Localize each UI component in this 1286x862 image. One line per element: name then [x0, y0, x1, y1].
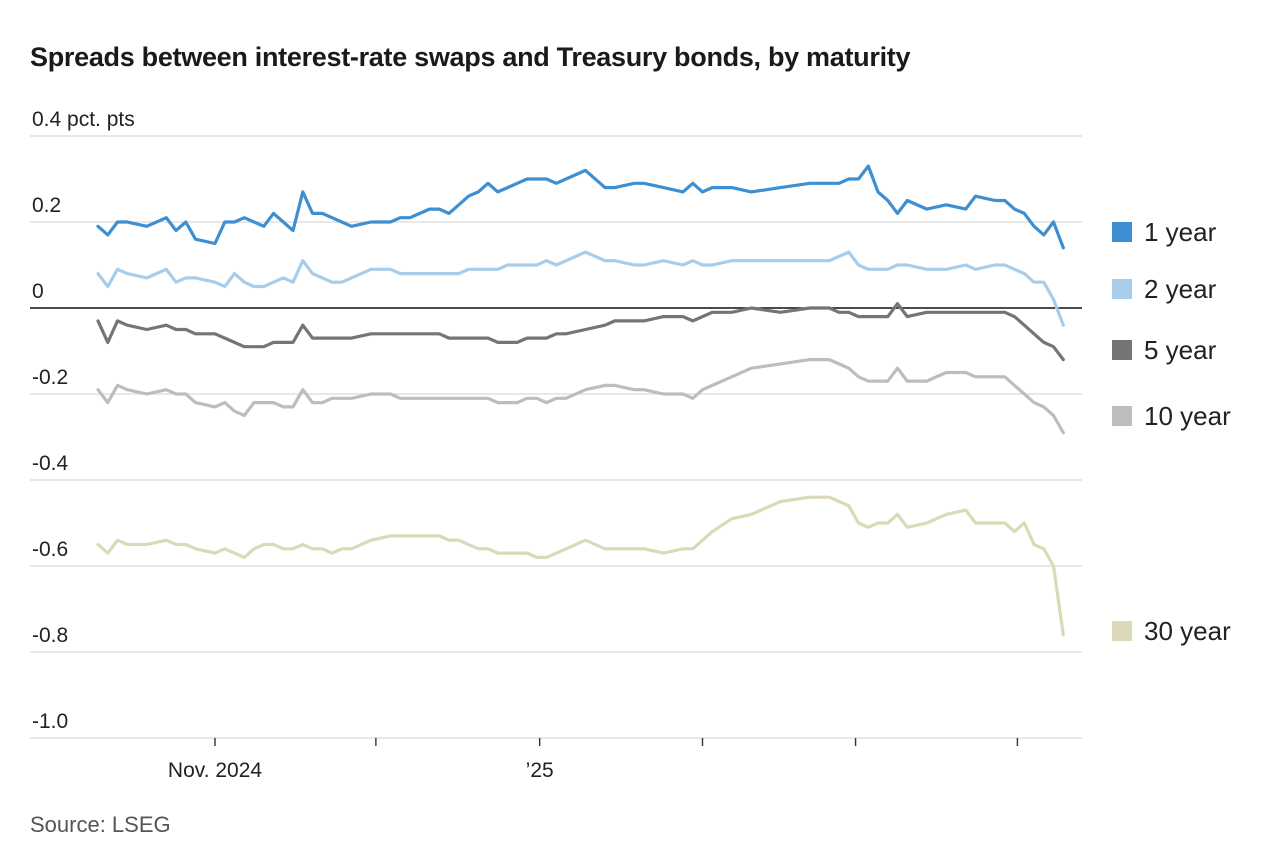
y-tick-label: -0.6	[32, 538, 68, 561]
legend-label: 10 year	[1144, 401, 1231, 431]
x-axis: Nov. 2024 ’25	[168, 738, 1019, 782]
legend-item-2-year: 2 year	[1112, 274, 1217, 304]
legend-label: 1 year	[1144, 217, 1217, 247]
legend-item-30-year: 30 year	[1112, 616, 1231, 646]
series-line-1-year	[96, 164, 1065, 250]
legend-swatch	[1112, 340, 1132, 360]
y-tick-label: -1.0	[32, 710, 68, 733]
legend-label: 5 year	[1144, 335, 1217, 365]
y-tick-label: -0.2	[32, 366, 68, 389]
gridlines	[30, 135, 1082, 739]
y-tick-label: -0.8	[32, 624, 68, 647]
y-tick-label: 0	[32, 280, 44, 303]
legend-label: 2 year	[1144, 274, 1217, 304]
chart-title: Spreads between interest-rate swaps and …	[30, 42, 911, 72]
legend-swatch	[1112, 406, 1132, 426]
legend-label: 30 year	[1144, 616, 1231, 646]
x-tick-label: Nov. 2024	[168, 759, 262, 782]
series-line-2-year	[96, 250, 1065, 327]
legend-item-10-year: 10 year	[1112, 401, 1231, 431]
series-lines	[96, 164, 1065, 637]
legend-swatch	[1112, 279, 1132, 299]
legend: 1 year 2 year 5 year 10 year 30 year	[1112, 217, 1231, 646]
legend-item-1-year: 1 year	[1112, 217, 1217, 247]
legend-item-5-year: 5 year	[1112, 335, 1217, 365]
y-tick-label: 0.4 pct. pts	[32, 108, 135, 131]
x-tick-label: ’25	[526, 759, 554, 782]
legend-swatch	[1112, 621, 1132, 641]
series-line-30-year	[96, 495, 1065, 637]
y-tick-label: -0.4	[32, 452, 69, 475]
legend-swatch	[1112, 222, 1132, 242]
y-tick-label: 0.2	[32, 194, 61, 217]
series-line-10-year	[96, 358, 1065, 435]
y-axis-labels: 0.4 pct. pts 0.2 0 -0.2 -0.4 -0.6 -0.8 -1.0	[32, 108, 135, 733]
source-note: Source: LSEG	[30, 812, 171, 837]
series-line-5-year	[96, 302, 1065, 362]
